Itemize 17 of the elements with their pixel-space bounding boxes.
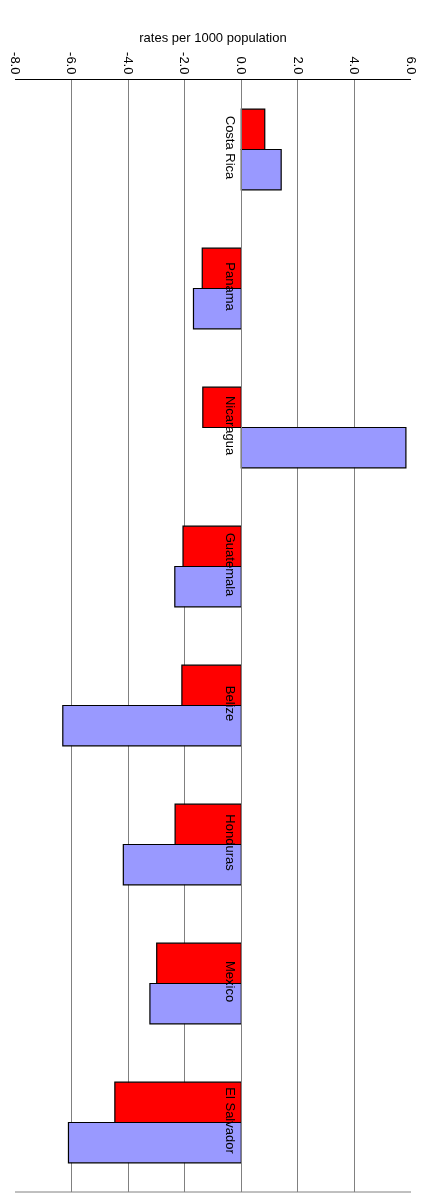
x-tick-label: -6.0 [64,52,80,75]
y-tick-label: Nicaragua [222,395,238,456]
y-tick-label: Mexico [222,960,238,1003]
x-tick-label: 6.0 [403,56,419,75]
x-tick-label: -8.0 [7,52,23,75]
y-tick-label: El Salvador [222,1087,238,1155]
x-tick-label: 2.0 [290,56,306,75]
x-tick-label: -4.0 [120,52,136,75]
y-tick-label: Guatemala [222,532,238,598]
x-axis-title: rates per 1000 population [139,29,287,45]
y-tick-label: Costa Rica [222,115,238,181]
x-tick-label: 4.0 [347,56,363,75]
x-tick-label: -2.0 [177,52,193,75]
y-tick-label: Belize [222,685,238,722]
y-tick-label: Honduras [222,814,238,872]
y-tick-label: Panama [222,262,238,312]
x-tick-label: 0.0 [234,56,250,75]
